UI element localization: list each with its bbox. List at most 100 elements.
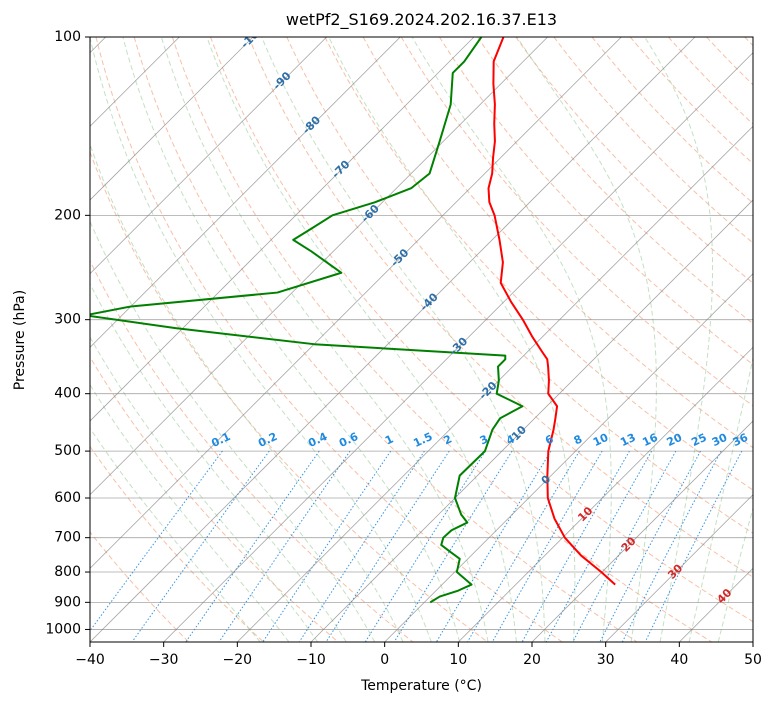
isotherm-line bbox=[90, 37, 696, 642]
moist-adiabat bbox=[516, 37, 657, 642]
grid-lines bbox=[0, 37, 753, 642]
mixing-ratio-label: 10 bbox=[591, 431, 611, 449]
mixing-ratio-label: 20 bbox=[665, 431, 685, 449]
dry-adiabat bbox=[362, 37, 753, 449]
dry-adiabat bbox=[171, 37, 712, 642]
isotherm-line bbox=[163, 52, 753, 642]
dry-adiabat bbox=[90, 531, 190, 642]
x-tick-label: −40 bbox=[75, 652, 105, 668]
x-tick-label: −30 bbox=[149, 652, 179, 668]
dry-adiabat bbox=[133, 37, 638, 642]
dry-adiabat bbox=[90, 356, 339, 642]
isotherm-line bbox=[90, 37, 401, 348]
isotherm-line bbox=[605, 494, 753, 642]
moist-adiabat bbox=[90, 282, 347, 642]
mixing-ratio-label: 1.5 bbox=[411, 430, 434, 450]
mixing-ratio-label: 0.4 bbox=[306, 430, 329, 450]
background-lines bbox=[90, 37, 753, 642]
isotherm-line bbox=[752, 641, 753, 642]
isotherm-line bbox=[384, 273, 753, 642]
dry-adiabat bbox=[90, 445, 264, 642]
isotherm-label: -30 bbox=[447, 334, 470, 357]
moist-adiabat bbox=[90, 37, 432, 642]
x-tick-label: 10 bbox=[449, 652, 467, 668]
mixing-ratio-label: 36 bbox=[731, 431, 751, 449]
dry-adiabat bbox=[248, 37, 753, 578]
mixing-ratio-line bbox=[621, 450, 722, 642]
moist-adiabat bbox=[411, 37, 612, 642]
isotherm-label: -40 bbox=[418, 290, 441, 313]
mixing-ratio-label: 25 bbox=[689, 431, 708, 449]
isotherm-line bbox=[90, 37, 548, 496]
x-tick-label: 0 bbox=[380, 652, 389, 668]
y-tick-label: 500 bbox=[54, 443, 81, 459]
mixing-ratio-label: 1 bbox=[383, 432, 395, 447]
dry-adiabat bbox=[324, 37, 753, 491]
mixing-ratio-line bbox=[90, 450, 223, 632]
chart-title: wetPf2_S169.2024.202.16.37.E13 bbox=[285, 10, 558, 29]
mixing-ratio-line bbox=[298, 450, 425, 642]
moist-adiabat bbox=[90, 427, 261, 642]
x-axis-ticks: −40 −30 −20 −10 0 10 20 30 40 50 bbox=[75, 642, 762, 668]
mixing-ratio-line bbox=[435, 450, 552, 642]
mixing-ratio-line bbox=[545, 450, 653, 642]
isotherm-label: -50 bbox=[388, 246, 411, 269]
y-axis-ticks: 100 200 300 400 500 600 700 800 900 1000 bbox=[45, 29, 90, 637]
isotherm-line bbox=[0, 37, 32, 642]
x-tick-label: 30 bbox=[597, 652, 615, 668]
isotherm-label: 30 bbox=[665, 561, 685, 581]
dry-adiabat bbox=[90, 150, 488, 642]
mixing-ratio-label: 0.6 bbox=[337, 430, 360, 450]
isotherm-line bbox=[237, 125, 753, 642]
dry-adiabat bbox=[591, 37, 753, 204]
temperature-profile bbox=[487, 37, 616, 586]
dry-adiabat bbox=[286, 37, 753, 534]
dry-adiabat bbox=[439, 37, 753, 366]
isotherm-line bbox=[90, 37, 622, 569]
isotherm-line bbox=[310, 199, 753, 642]
dry-adiabat bbox=[553, 37, 753, 244]
dry-adiabat bbox=[400, 37, 753, 407]
isotherm-line bbox=[679, 567, 753, 642]
plot-frame bbox=[89, 36, 754, 643]
mixing-ratio-line bbox=[599, 450, 701, 642]
y-tick-label: 400 bbox=[54, 386, 81, 402]
x-tick-label: 40 bbox=[670, 652, 688, 668]
moist-adiabat bbox=[160, 37, 489, 642]
mixing-ratio-line bbox=[572, 450, 677, 642]
x-tick-label: 50 bbox=[744, 652, 762, 668]
y-tick-label: 100 bbox=[54, 29, 81, 45]
moist-adiabat bbox=[206, 37, 517, 642]
x-axis-label: Temperature (°C) bbox=[361, 678, 482, 694]
y-tick-label: 900 bbox=[54, 594, 81, 610]
moist-adiabat bbox=[122, 37, 461, 642]
dry-adiabat bbox=[90, 259, 414, 642]
y-tick-label: 700 bbox=[54, 530, 81, 546]
mixing-ratio-label: 16 bbox=[640, 431, 660, 449]
mixing-ratio-line bbox=[364, 450, 486, 642]
dry-adiabat bbox=[95, 37, 563, 642]
dry-adiabat bbox=[744, 37, 753, 47]
moist-adiabat bbox=[261, 37, 546, 642]
isotherm-line bbox=[90, 37, 475, 422]
dewpoint-profile bbox=[90, 37, 524, 604]
inline-labels: -100-90-80-70-60-50-40-30-20-10010203040… bbox=[209, 37, 751, 606]
dry-adiabat bbox=[668, 37, 753, 125]
isotherm-line bbox=[90, 37, 327, 275]
isotherm-line bbox=[531, 420, 753, 642]
mixing-ratio-line bbox=[325, 450, 450, 642]
dry-adiabat bbox=[210, 37, 753, 623]
mixing-ratio-label: 6 bbox=[543, 432, 556, 447]
moist-adiabat bbox=[90, 336, 319, 642]
dry-adiabat bbox=[706, 37, 753, 86]
mixing-ratio-label: 13 bbox=[618, 431, 637, 449]
y-tick-label: 200 bbox=[54, 207, 81, 223]
mixing-ratio-label: 8 bbox=[572, 432, 584, 447]
isotherm-label: -90 bbox=[270, 69, 293, 92]
mixing-ratio-label: 30 bbox=[710, 431, 730, 449]
x-tick-label: −10 bbox=[296, 652, 326, 668]
isotherm-line bbox=[90, 37, 254, 201]
moist-adiabat bbox=[90, 143, 404, 642]
mixing-ratio-line bbox=[218, 450, 351, 642]
isotherm-label: -70 bbox=[329, 158, 352, 181]
